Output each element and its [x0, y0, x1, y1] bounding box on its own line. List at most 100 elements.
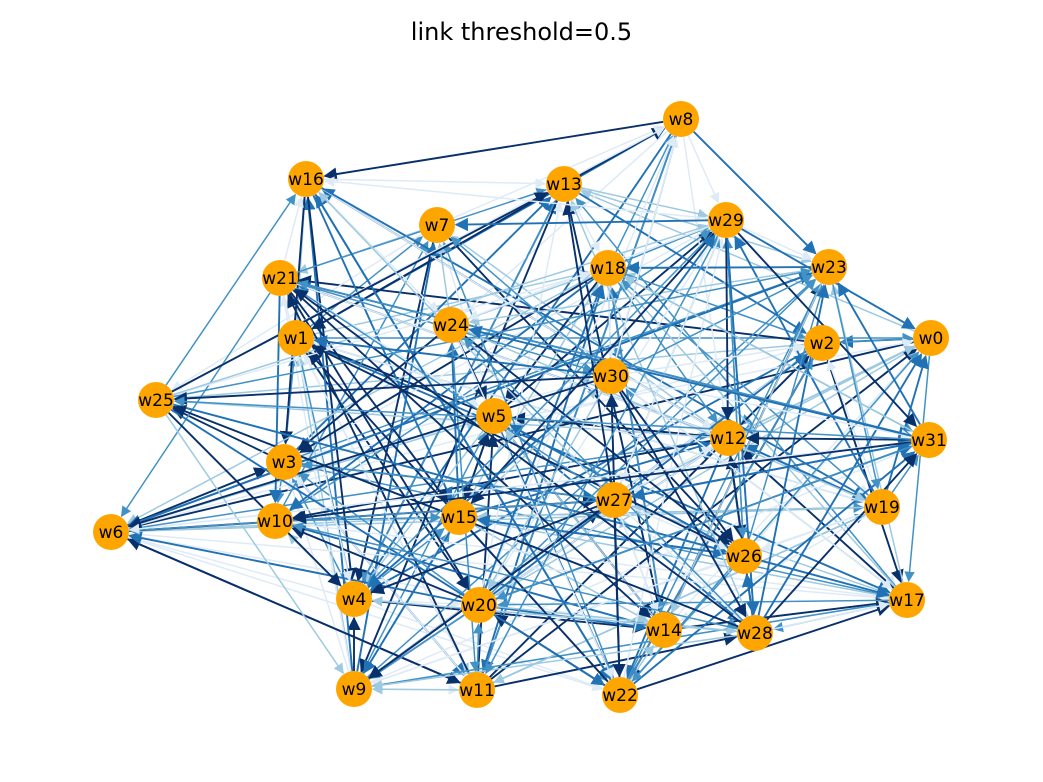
node-circle — [461, 587, 497, 623]
edge-w21-w15 — [290, 291, 449, 503]
edge-w14-w17 — [681, 597, 890, 629]
node-label: w21 — [262, 269, 298, 289]
node-w31: w31 — [911, 422, 947, 458]
edge-w30-w25 — [173, 375, 594, 406]
edge-w15-w9 — [363, 531, 451, 674]
node-circle — [737, 615, 773, 651]
node-circle — [278, 320, 314, 356]
node-circle — [288, 161, 324, 197]
node-circle — [266, 444, 302, 480]
node-circle — [419, 207, 455, 243]
node-circle — [726, 538, 762, 574]
node-circle — [138, 382, 174, 418]
edge-w22-w31 — [633, 451, 916, 685]
edge-w29-w4 — [366, 232, 714, 587]
edge-w3-w13 — [296, 196, 552, 450]
edge-w31-w23 — [837, 282, 921, 425]
edge-w28-w10 — [292, 522, 738, 630]
node-w4: w4 — [336, 581, 372, 617]
edge-w20-w3 — [298, 472, 465, 596]
edge-w18-w29 — [624, 225, 710, 262]
edge-w9-w31 — [370, 446, 913, 683]
node-label: w12 — [710, 429, 746, 449]
edge-w30-w7 — [450, 236, 598, 365]
edge-w13-w23 — [580, 188, 812, 264]
node-label: w19 — [864, 498, 900, 518]
edge-w26-w15 — [476, 514, 727, 555]
node-circle — [546, 166, 582, 202]
edge-w30-w2 — [628, 342, 805, 374]
node-label: w23 — [811, 258, 847, 278]
edge-w30-w23 — [626, 274, 813, 369]
edge-w15-w5 — [464, 432, 491, 501]
node-label: w31 — [911, 431, 947, 451]
edge-w30-w6 — [127, 380, 595, 530]
edge-w31-w10 — [292, 441, 912, 524]
node-label: w16 — [288, 170, 324, 190]
node-circle — [646, 612, 682, 648]
edge-w23-w24 — [468, 268, 812, 326]
node-w22: w22 — [602, 677, 638, 713]
edge-w30-w8 — [614, 136, 679, 359]
edge-w27-w4 — [370, 505, 598, 595]
edge-w31-w18 — [623, 276, 914, 433]
edge-w12-w22 — [625, 454, 722, 679]
edge-w19-w2 — [826, 359, 877, 491]
edge-w13-w29 — [581, 187, 709, 219]
edge-w20-w10 — [291, 526, 463, 599]
edge-w28-w31 — [766, 453, 918, 621]
edge-w25-w4 — [168, 412, 342, 587]
node-circle — [459, 672, 495, 708]
edge-w16-w12 — [320, 187, 713, 429]
edge-w20-w28 — [496, 606, 738, 636]
node-w20: w20 — [461, 587, 497, 623]
node-label: w24 — [433, 316, 469, 336]
edge-w27-w21 — [294, 287, 600, 491]
edge-w31-w12 — [745, 431, 912, 445]
node-label: w8 — [669, 110, 694, 130]
node-circle — [590, 250, 626, 286]
node-w23: w23 — [811, 249, 847, 285]
node-label: w11 — [459, 681, 495, 701]
node-w17: w17 — [889, 582, 925, 618]
edge-w30-w20 — [487, 391, 603, 590]
node-w19: w19 — [864, 489, 900, 525]
node-label: w22 — [602, 686, 638, 706]
edge-w25-w9 — [165, 414, 344, 675]
edge-w29-w16 — [323, 176, 709, 220]
edge-w17-w20 — [496, 599, 890, 610]
edge-w6-w3 — [127, 467, 268, 527]
edge-w2-w0 — [839, 334, 914, 345]
edge-w11-w9 — [371, 684, 460, 695]
edge-w8-w23 — [693, 131, 817, 255]
edge-w29-w24 — [467, 225, 710, 320]
edge-w29-w23 — [742, 226, 813, 260]
node-w5: w5 — [476, 398, 512, 434]
node-circle — [864, 489, 900, 525]
edge-w23-w19 — [832, 284, 881, 490]
node-label: w18 — [590, 259, 626, 279]
node-w2: w2 — [804, 325, 840, 361]
node-w0: w0 — [913, 320, 949, 356]
edge-w4-w22 — [370, 604, 604, 691]
node-circle — [476, 398, 512, 434]
edge-w21-w6 — [120, 292, 271, 518]
node-label: w20 — [461, 596, 497, 616]
edge-layer — [120, 120, 931, 695]
edge-w1-w7 — [309, 236, 424, 328]
node-w25: w25 — [138, 382, 174, 418]
node-label: w28 — [737, 624, 773, 644]
edge-w26-w22 — [631, 568, 733, 682]
node-w28: w28 — [737, 615, 773, 651]
edge-w8-w16 — [323, 120, 664, 181]
node-circle — [804, 325, 840, 361]
edge-w24-w3 — [297, 335, 438, 451]
edge-w30-w28 — [618, 391, 747, 618]
edge-w11-w6 — [127, 538, 461, 684]
node-circle — [663, 101, 699, 137]
node-label: w26 — [726, 547, 762, 567]
node-layer: w0 w1 w2 w3 w4 w5 w6 w7 w8 w9 w10 w11 w12 w13 w14 w15 w1… — [93, 101, 949, 713]
edge-w2-w25 — [173, 343, 805, 403]
node-label: w17 — [889, 591, 925, 611]
edge-w20-w18 — [484, 284, 604, 589]
